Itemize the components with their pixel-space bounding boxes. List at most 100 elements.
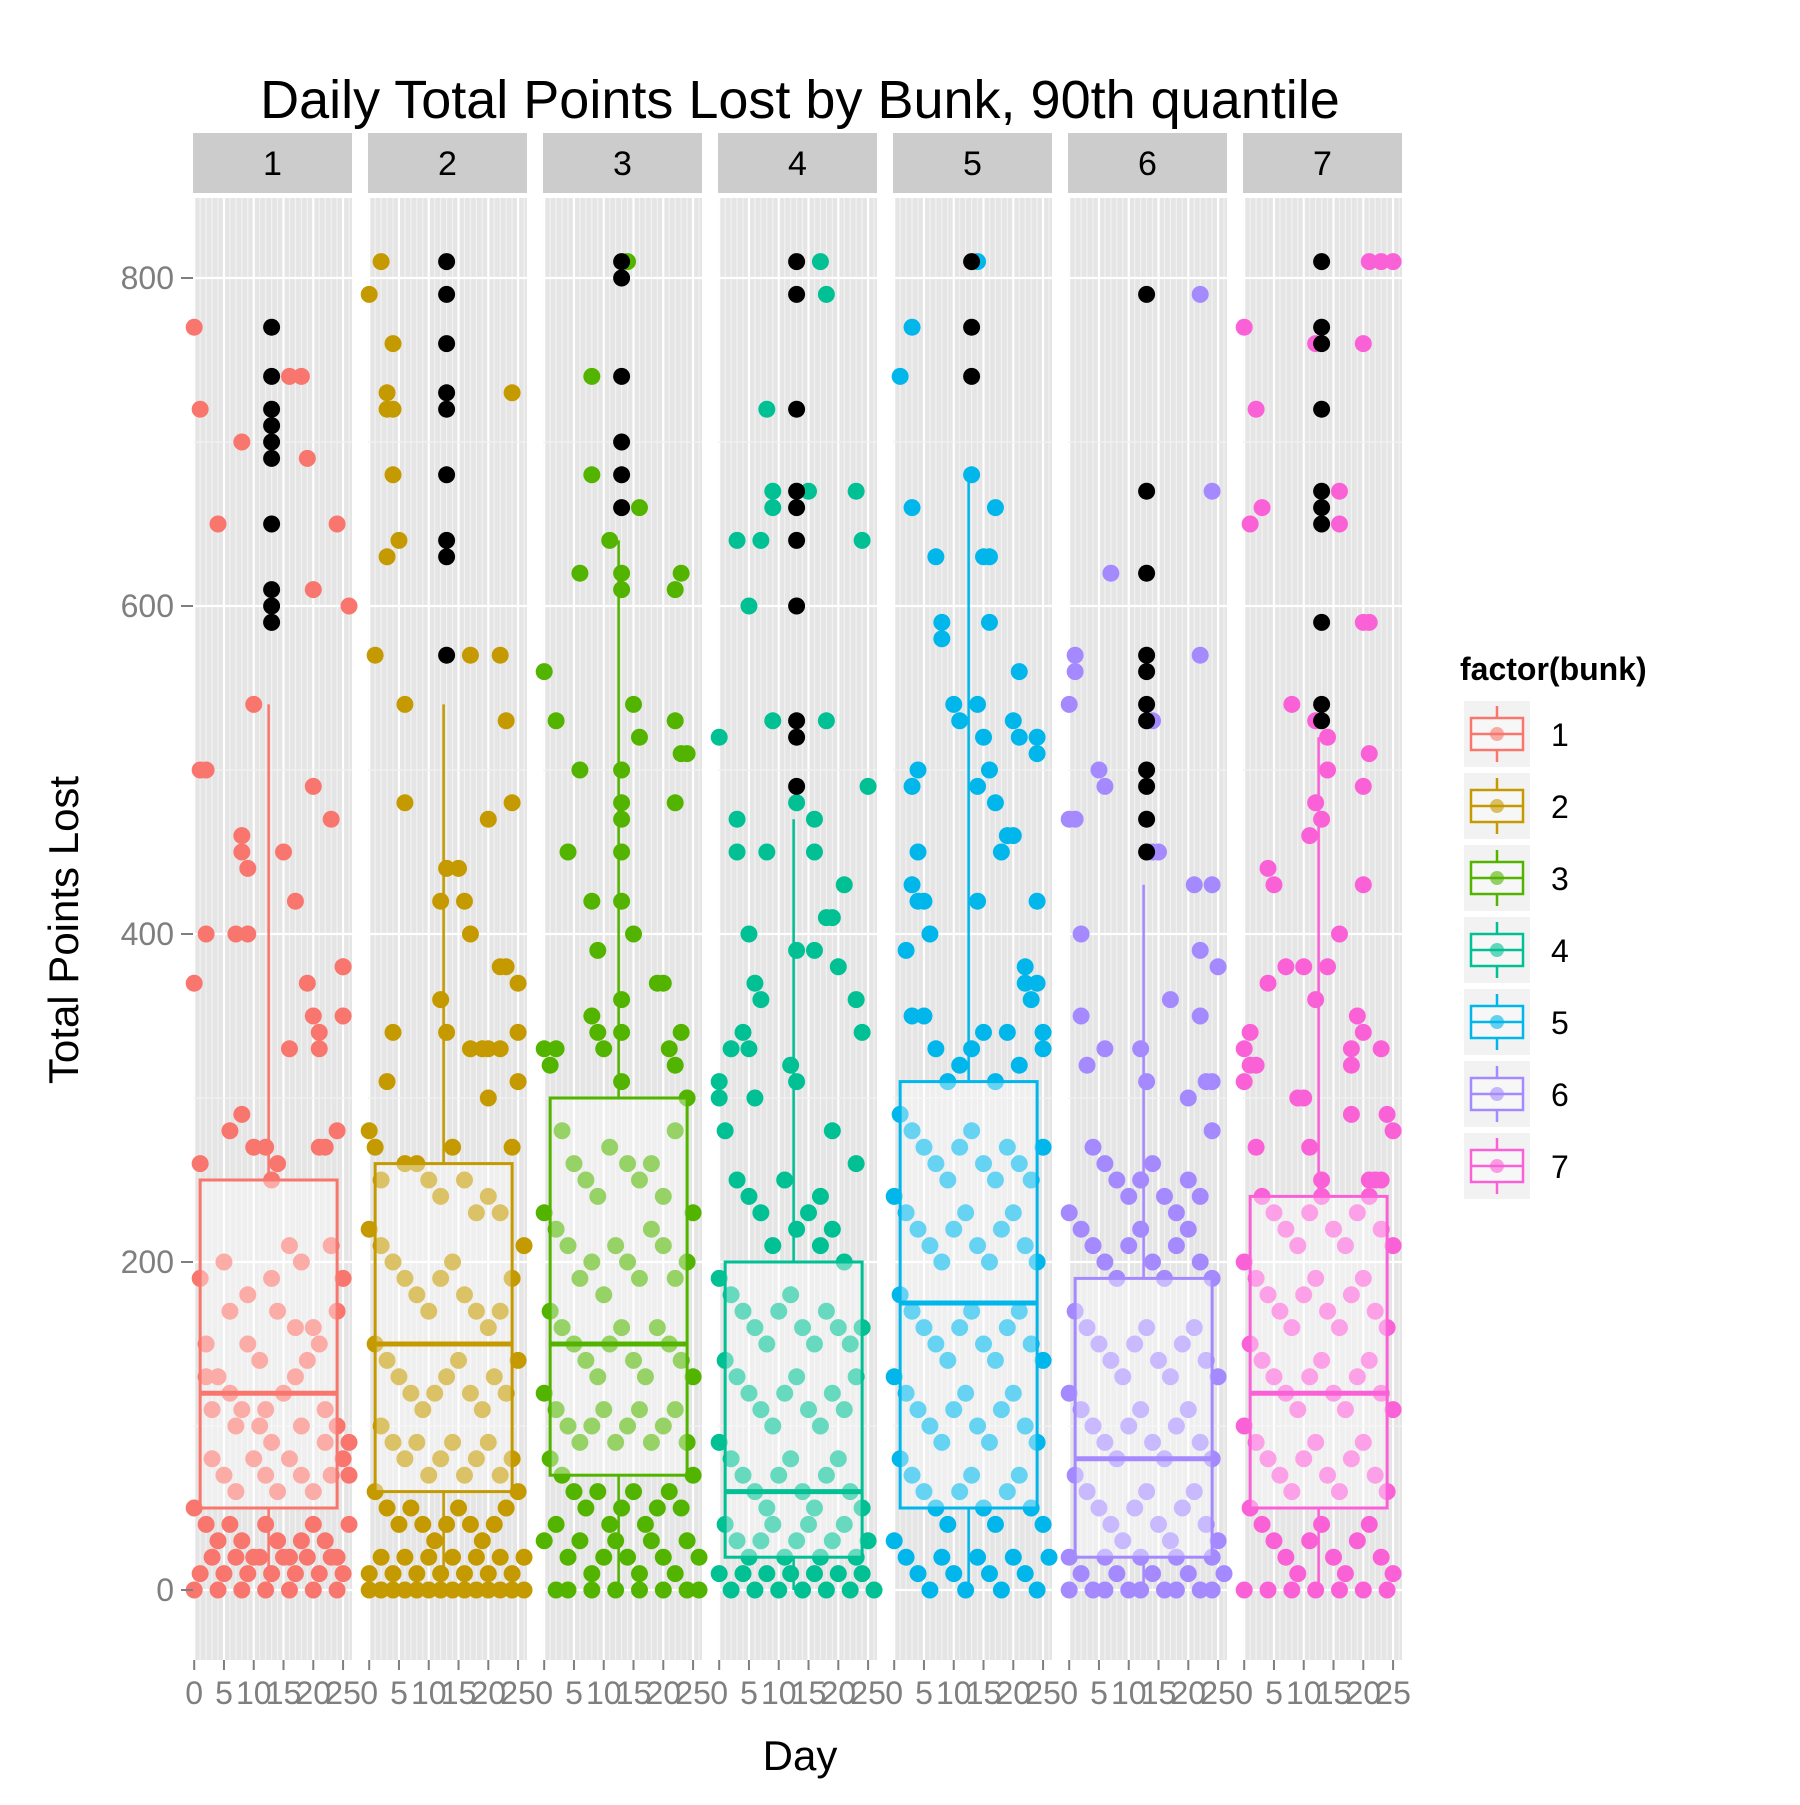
data-point — [853, 1565, 871, 1583]
y-axis-title: Total Points Lost — [40, 776, 87, 1085]
data-point — [811, 1187, 829, 1205]
data-point — [1179, 1171, 1197, 1189]
data-point — [304, 1007, 322, 1025]
data-point — [963, 1302, 981, 1320]
x-tick-label: 5 — [565, 1675, 583, 1711]
data-point — [1295, 1286, 1313, 1304]
data-point — [1108, 1565, 1126, 1583]
data-point — [1096, 1581, 1114, 1599]
data-point — [334, 958, 352, 976]
data-point — [269, 1302, 287, 1320]
facet-strip — [1243, 133, 1402, 193]
data-point — [927, 548, 945, 566]
data-point — [672, 1499, 690, 1517]
data-point — [1247, 1433, 1265, 1451]
data-point — [203, 1401, 221, 1419]
x-tick-label: 0 — [1235, 1675, 1253, 1711]
data-point — [728, 1171, 746, 1189]
data-point — [607, 1532, 625, 1550]
x-tick-label: 10 — [936, 1675, 972, 1711]
data-point — [286, 1319, 304, 1337]
box — [723, 1260, 864, 1559]
data-point — [269, 1532, 287, 1550]
data-point — [897, 1384, 915, 1402]
data-point — [396, 1450, 414, 1468]
data-point — [1354, 335, 1372, 353]
x-tick-label: 20 — [995, 1675, 1031, 1711]
data-point — [547, 712, 565, 730]
data-point — [1084, 1581, 1102, 1599]
data-point — [666, 712, 684, 730]
data-point — [583, 367, 601, 385]
data-point — [1384, 1401, 1402, 1419]
data-point — [909, 1220, 927, 1238]
data-point — [360, 285, 378, 303]
data-point — [233, 1532, 251, 1550]
data-point — [969, 777, 987, 795]
data-point — [467, 1548, 485, 1566]
data-point — [1253, 499, 1271, 517]
legend-label: 2 — [1551, 789, 1569, 825]
x-tick-label: 10 — [1111, 1675, 1147, 1711]
data-point — [1167, 1417, 1185, 1435]
data-point — [1241, 515, 1259, 533]
data-point — [764, 1237, 782, 1255]
data-point — [1253, 1351, 1271, 1369]
data-point — [444, 1548, 462, 1566]
data-point — [764, 499, 782, 517]
data-point — [758, 400, 776, 418]
data-point — [491, 1204, 509, 1222]
data-point — [328, 515, 346, 533]
data-point — [915, 1319, 933, 1337]
outlier-point — [1313, 318, 1331, 336]
data-point — [794, 1319, 812, 1337]
outlier-point — [263, 417, 281, 435]
data-point — [1120, 1237, 1138, 1255]
data-point — [1366, 1302, 1384, 1320]
data-point — [660, 1040, 678, 1058]
data-point — [1235, 1040, 1253, 1058]
data-point — [221, 1122, 239, 1140]
data-point — [1191, 1007, 1209, 1025]
data-point — [1342, 1450, 1360, 1468]
data-point — [746, 974, 764, 992]
data-point — [191, 1155, 209, 1173]
data-point — [408, 1286, 426, 1304]
data-point — [535, 663, 553, 681]
data-point — [1301, 1368, 1319, 1386]
data-point — [758, 843, 776, 861]
data-point — [770, 1466, 788, 1484]
data-point — [589, 941, 607, 959]
facet-strip-label: 4 — [788, 145, 807, 183]
data-point — [396, 1548, 414, 1566]
data-point — [678, 1581, 696, 1599]
data-point — [1313, 1171, 1331, 1189]
data-point — [1161, 991, 1179, 1009]
data-point — [648, 1499, 666, 1517]
outlier-point — [263, 449, 281, 467]
outlier-point — [263, 318, 281, 336]
data-point — [595, 1286, 613, 1304]
data-point — [734, 1302, 752, 1320]
data-point — [1132, 1171, 1150, 1189]
data-point — [619, 1155, 637, 1173]
data-point — [245, 1138, 263, 1156]
data-point — [1348, 1204, 1366, 1222]
data-point — [583, 1417, 601, 1435]
data-point — [1102, 564, 1120, 582]
data-point — [1161, 1368, 1179, 1386]
data-point — [1203, 482, 1221, 500]
data-point — [933, 613, 951, 631]
y-tick-label: 400 — [121, 916, 174, 952]
outlier-point — [788, 482, 806, 500]
outlier-point — [963, 367, 981, 385]
y-tick-label: 600 — [121, 588, 174, 624]
box — [898, 1080, 1039, 1510]
data-point — [334, 1269, 352, 1287]
data-point — [257, 1138, 275, 1156]
data-point — [547, 1401, 565, 1419]
data-point — [444, 1433, 462, 1451]
data-point — [921, 925, 939, 943]
data-point — [1102, 1351, 1120, 1369]
